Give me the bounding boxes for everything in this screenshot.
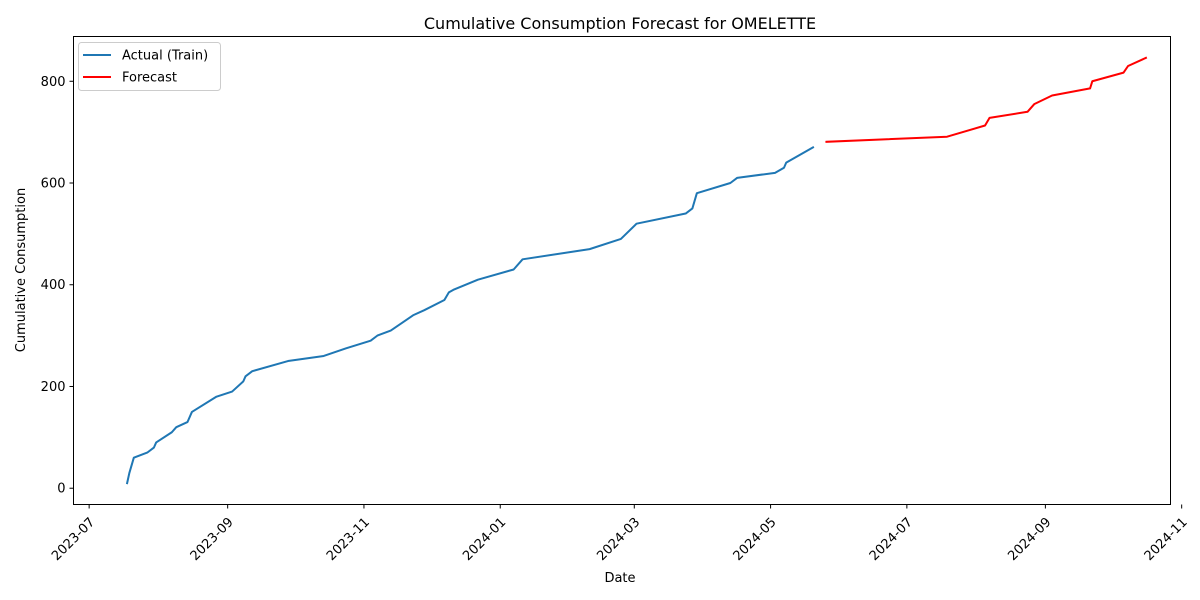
- y-axis-label: Cumulative Consumption: [14, 188, 29, 352]
- series-line-actual-train: [125, 146, 815, 485]
- x-tick-label: 2024-07: [867, 515, 916, 564]
- y-tick-label: 400: [41, 278, 66, 293]
- y-tick-label: 200: [41, 380, 66, 395]
- y-tick-label: 600: [41, 177, 66, 192]
- series-layer: [125, 56, 1148, 485]
- legend-box: [78, 42, 221, 91]
- x-tick-label: 2024-11: [1142, 515, 1191, 564]
- chart-title: Cumulative Consumption Forecast for OMEL…: [424, 14, 816, 33]
- x-tick-label: 2023-07: [49, 515, 98, 564]
- series-line-forecast: [825, 56, 1148, 143]
- plot-area: [73, 36, 1171, 505]
- x-tick-label: 2024-09: [1005, 515, 1054, 564]
- y-axis: 0 200 400 600 800: [41, 75, 74, 497]
- legend: Actual (Train) Forecast: [78, 42, 221, 91]
- x-tick-label: 2024-01: [460, 515, 509, 564]
- y-tick-label: 800: [41, 75, 66, 90]
- y-tick-label: 0: [57, 482, 65, 497]
- x-tick-label: 2024-05: [731, 515, 780, 564]
- x-axis-label: Date: [604, 571, 635, 586]
- x-tick-label: 2023-11: [324, 515, 373, 564]
- x-axis: 2023-07 2023-09 2023-11 2024-01 2024-03 2024-…: [49, 504, 1191, 564]
- x-tick-label: 2023-09: [188, 515, 237, 564]
- legend-label: Forecast: [122, 71, 177, 86]
- legend-label: Actual (Train): [122, 49, 208, 64]
- x-tick-label: 2024-03: [594, 515, 643, 564]
